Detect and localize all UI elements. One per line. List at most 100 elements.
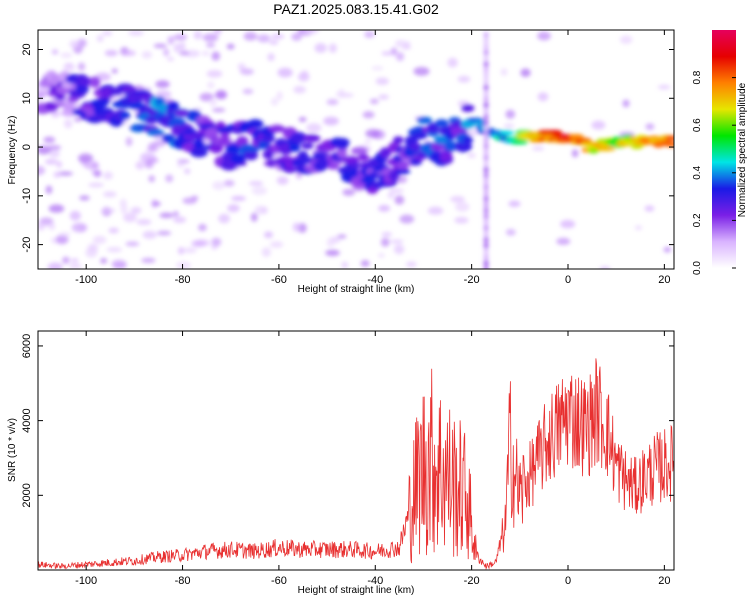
heatmap-cell [63, 63, 75, 72]
y-tick-label: 2000 [21, 483, 33, 507]
heatmap-cell [153, 43, 167, 49]
heatmap-cell [243, 150, 259, 161]
heatmap-cell [207, 81, 215, 89]
heatmap-cell [141, 257, 156, 264]
snr-x-ticks: -100 -80 -60 -40 -20 0 20 [75, 331, 670, 587]
heatmap-cell [290, 132, 308, 144]
heatmap-cell [387, 191, 395, 199]
heatmap-cell [270, 97, 279, 106]
heatmap-cell [215, 89, 227, 100]
heatmap-cell [44, 158, 58, 165]
heatmap-cell [146, 129, 165, 137]
heatmap-cell [136, 218, 152, 226]
heatmap-cell [248, 181, 264, 186]
heatmap-cell [62, 101, 75, 112]
heatmap-cell [350, 146, 368, 155]
heatmap-cell [269, 241, 284, 248]
heatmap-cell [184, 49, 201, 58]
heatmap-cell [405, 261, 417, 268]
heatmap-cell [226, 43, 235, 50]
heatmap-cell [85, 247, 98, 258]
heatmap-cell [108, 227, 119, 234]
heatmap-cell [100, 257, 108, 264]
heatmap-cell [292, 222, 301, 232]
heatmap-cell [483, 66, 489, 73]
x-tick-label: -60 [271, 274, 287, 286]
heatmap-cell [483, 189, 489, 196]
heatmap-cell [182, 247, 197, 254]
heatmap-cell [337, 89, 346, 99]
heatmap-cell [399, 214, 415, 224]
heatmap-cell [413, 66, 430, 76]
heatmap-cell [53, 171, 61, 178]
y-tick-label: 20 [21, 43, 33, 55]
snr-x-label: Height of straight line (km) [298, 585, 415, 596]
heatmap-cell [365, 129, 381, 138]
heatmap-cell [230, 153, 246, 165]
heatmap-cell [212, 181, 226, 190]
heatmap-cell [571, 149, 579, 158]
heatmap-cell [193, 138, 205, 151]
heatmap-cell [439, 149, 453, 162]
heatmap-cell [283, 166, 297, 174]
colorbar-ticks: 0.0 0.2 0.4 0.6 0.8 [692, 70, 736, 275]
heatmap-cell [483, 254, 489, 261]
heatmap-cell [62, 256, 70, 264]
heatmap-cell [267, 53, 275, 62]
heatmap-cell [166, 101, 179, 110]
heatmap-cell [92, 235, 107, 245]
heatmap-cell [144, 160, 154, 169]
heatmap-cell [447, 57, 458, 68]
heatmap-cell [125, 136, 133, 147]
heatmap-cell [483, 107, 489, 114]
heatmap-cell [69, 210, 81, 221]
heatmap-cell [342, 188, 356, 196]
heatmap-cell [362, 111, 375, 119]
heatmap-cell [461, 104, 475, 112]
heatmap-cell [167, 57, 175, 62]
heatmap-cell [111, 68, 118, 74]
heatmap-cell [444, 140, 457, 152]
heatmap-cell [499, 129, 515, 135]
heatmap-cell [68, 263, 82, 269]
heatmap-cell [45, 185, 53, 195]
heatmap-cell [51, 49, 59, 55]
heatmap-cell [396, 160, 409, 170]
heatmap-cell [379, 147, 392, 159]
colorbar: 0.0 0.2 0.4 0.6 0.8 Normalized spectral ampl… [692, 30, 748, 275]
heatmap-cell [291, 32, 303, 41]
heatmap-cell [112, 262, 127, 269]
heatmap-cell [190, 147, 208, 158]
heatmap-cell [250, 212, 258, 222]
heatmap-cell [293, 85, 306, 94]
heatmap-cell [483, 49, 489, 56]
heatmap-cell [520, 68, 531, 77]
heatmap-cell [47, 145, 62, 151]
heatmap-cell [147, 142, 158, 152]
x-tick-label: -80 [175, 274, 191, 286]
heatmap-cell [483, 37, 489, 44]
heatmap-cell [434, 135, 450, 145]
heatmap-cell [176, 162, 185, 168]
heatmap-cell [483, 96, 489, 103]
heatmap-cell [483, 260, 489, 267]
heatmap-cell [483, 178, 489, 185]
heatmap-cell [227, 204, 240, 213]
heatmap-cell [455, 201, 470, 212]
heatmap-cell [172, 211, 179, 217]
heatmap-cell [537, 92, 549, 102]
heatmap-cell [135, 161, 145, 170]
heatmap-cell [314, 43, 327, 53]
heatmap-cell [634, 225, 643, 231]
heatmap-cell [54, 92, 66, 102]
heatmap-cell [218, 213, 230, 224]
heatmap-cell [47, 262, 63, 269]
heatmap-cell [106, 247, 123, 253]
heatmap-cell [588, 148, 599, 154]
x-tick-label: -100 [75, 575, 97, 587]
heatmap-cell [483, 219, 489, 226]
heatmap-cell [505, 109, 516, 119]
snr-y-label: SNR (10 * v/v) [7, 418, 18, 482]
x-tick-label: -60 [271, 575, 287, 587]
heatmap-cell [532, 146, 545, 151]
